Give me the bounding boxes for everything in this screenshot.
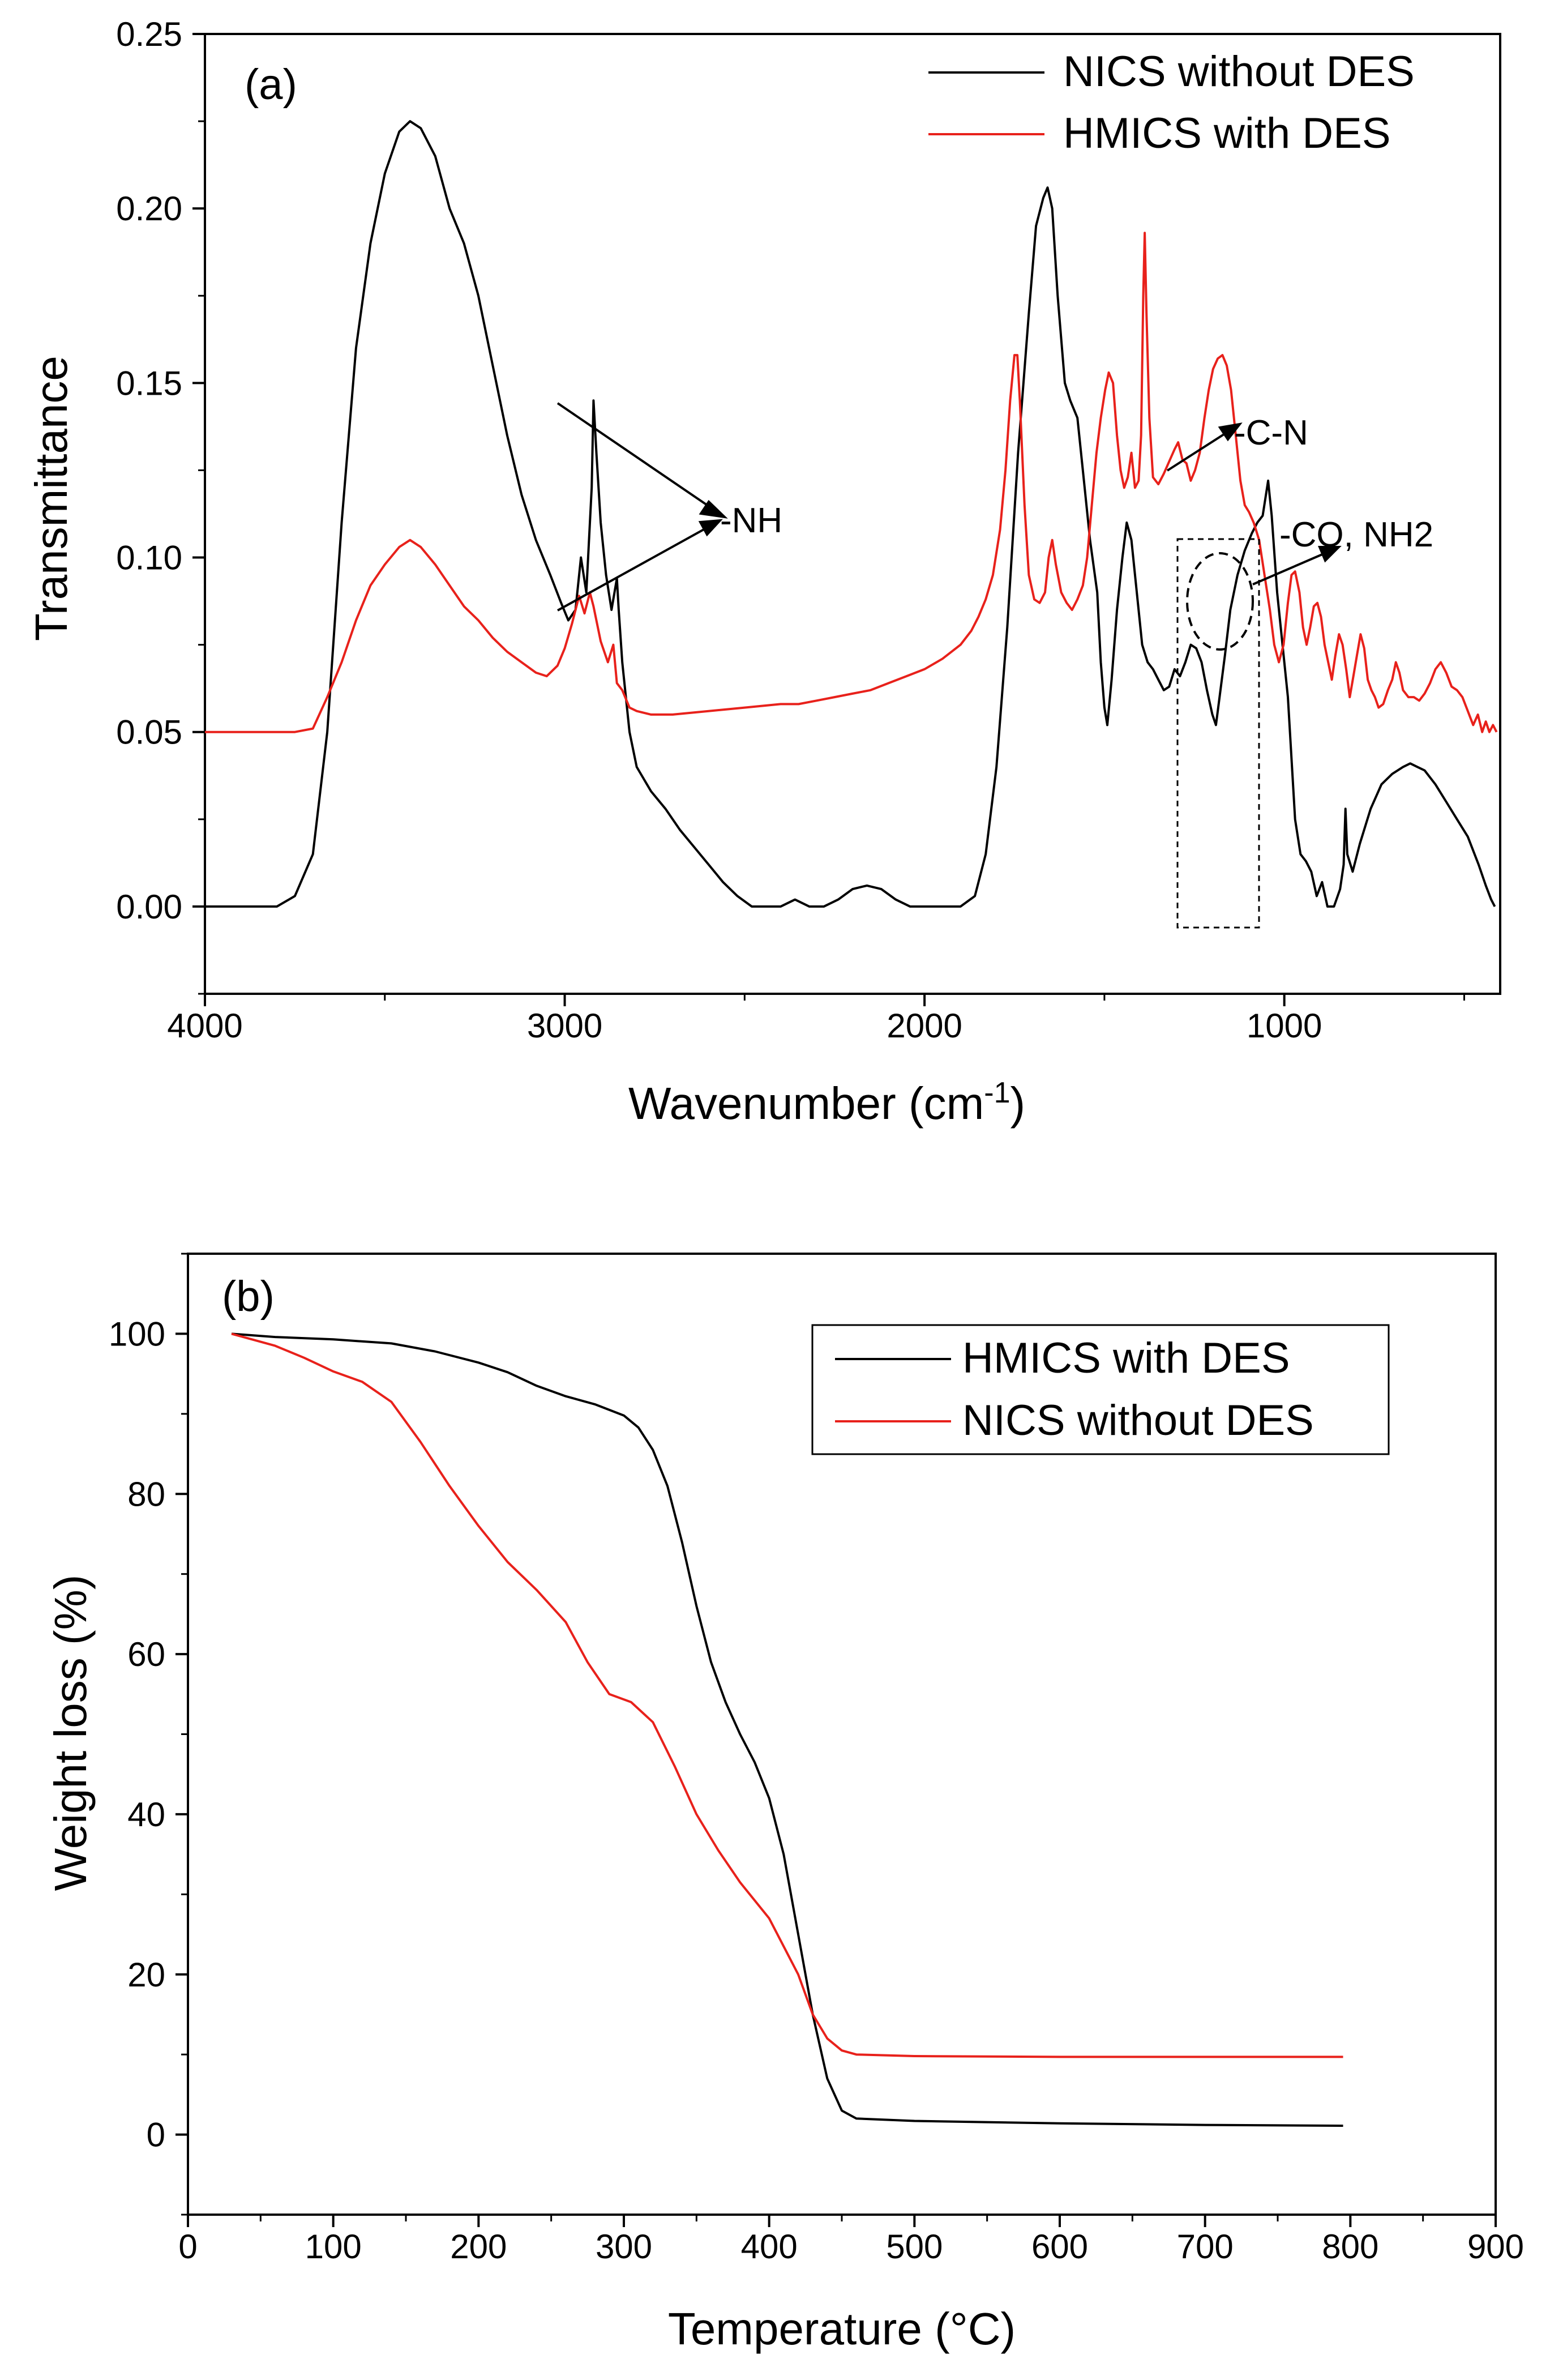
panel-b-legend: HMICS with DES NICS without DES bbox=[811, 1324, 1390, 1455]
legend-b-label-1: NICS without DES bbox=[962, 1396, 1314, 1445]
y-tick-label-b-2: 40 bbox=[127, 1796, 165, 1834]
panel-a-annotation-arrows bbox=[556, 402, 1342, 612]
co-nh2-arrowhead bbox=[1318, 546, 1342, 563]
panel-a-x-axis-title: Wavenumber (cm-1) bbox=[628, 1076, 1025, 1129]
y-tick-label-a-3: 0.15 bbox=[116, 364, 182, 402]
series-line-b-0 bbox=[231, 1332, 1343, 2127]
panel-b-x-axis-title: Temperature (°C) bbox=[668, 2304, 1016, 2354]
panel-a-highlight-circle bbox=[1186, 552, 1254, 651]
x-tick-label-b-7: 700 bbox=[1177, 2228, 1234, 2266]
cn-arrow bbox=[1166, 432, 1227, 472]
panel-a-y-tick-labels: 0.00 0.05 0.10 0.15 0.20 0.25 bbox=[116, 15, 182, 926]
panel-a-ftir-chart: 4000 3000 2000 1000 0.00 0.05 0.10 0.15 0.20 0.2… bbox=[26, 15, 1501, 1129]
x-tick-label-b-4: 400 bbox=[741, 2228, 798, 2266]
x-tick-label-b-3: 300 bbox=[596, 2228, 652, 2266]
x-tick-label-b-6: 600 bbox=[1031, 2228, 1088, 2266]
x-tick-label-a-3: 1000 bbox=[1247, 1007, 1322, 1045]
x-tick-label-b-8: 800 bbox=[1322, 2228, 1378, 2266]
cn-arrowhead bbox=[1218, 422, 1243, 442]
y-tick-label-a-1: 0.05 bbox=[116, 713, 182, 751]
series-line-a-1 bbox=[205, 232, 1498, 733]
y-tick-label-b-0: 0 bbox=[147, 2116, 165, 2154]
panel-a-x-tick-labels: 4000 3000 2000 1000 bbox=[167, 1007, 1322, 1045]
x-tick-label-b-1: 100 bbox=[305, 2228, 362, 2266]
x-tick-label-b-9: 900 bbox=[1467, 2228, 1524, 2266]
y-tick-label-a-4: 0.20 bbox=[116, 190, 182, 228]
x-tick-label-a-2: 2000 bbox=[887, 1007, 962, 1045]
nh-arrowhead-lower bbox=[698, 519, 723, 537]
y-tick-label-a-5: 0.25 bbox=[116, 15, 182, 53]
panel-a-y-axis-title: Transmittance bbox=[26, 356, 76, 641]
panel-a-highlight-box bbox=[1176, 538, 1260, 929]
panel-a-legend: NICS without DES HMICS with DES bbox=[928, 48, 1415, 157]
x-tick-label-b-0: 0 bbox=[178, 2228, 197, 2266]
panel-a-series bbox=[205, 120, 1498, 908]
panel-b-ticks bbox=[175, 1253, 1497, 2227]
panel-b-y-axis-title: Weight loss (%) bbox=[45, 1575, 96, 1891]
panel-b-label: (b) bbox=[222, 1272, 275, 1321]
panel-a-plot-frame bbox=[204, 33, 1501, 995]
legend-b-label-0: HMICS with DES bbox=[962, 1334, 1290, 1382]
series-line-b-1 bbox=[231, 1332, 1343, 2058]
nh-arrow-lower bbox=[557, 528, 705, 612]
panel-b-y-tick-labels: 0 20 40 60 80 100 bbox=[109, 1315, 165, 2153]
x-tick-label-b-5: 500 bbox=[886, 2228, 943, 2266]
x-tick-label-a-0: 4000 bbox=[167, 1007, 242, 1045]
panel-a-label: (a) bbox=[245, 61, 297, 109]
panel-b-series bbox=[231, 1332, 1343, 2127]
x-tick-label-b-2: 200 bbox=[450, 2228, 507, 2266]
y-tick-label-a-2: 0.10 bbox=[116, 539, 182, 577]
nh-arrowhead-upper bbox=[699, 499, 728, 519]
y-tick-label-b-5: 100 bbox=[109, 1315, 165, 1353]
y-tick-label-b-1: 20 bbox=[127, 1956, 165, 1994]
annotation-nh: -NH bbox=[720, 501, 782, 540]
y-tick-label-a-0: 0.00 bbox=[116, 888, 182, 926]
legend-a-label-0: NICS without DES bbox=[1063, 48, 1415, 96]
legend-a-label-1: HMICS with DES bbox=[1063, 109, 1391, 157]
panel-a-annotations: -NH -C-N -CO, NH2 bbox=[720, 413, 1433, 554]
panel-a-ticks bbox=[192, 33, 1465, 1006]
y-tick-label-b-4: 80 bbox=[127, 1475, 165, 1513]
panel-b-x-tick-labels: 0 100 200 300 400 500 600 700 800 900 bbox=[178, 2228, 1524, 2266]
legend-b-frame bbox=[811, 1324, 1390, 1455]
nh-arrow-upper bbox=[556, 402, 712, 509]
co-nh2-arrow bbox=[1252, 553, 1324, 586]
annotation-cn: -C-N bbox=[1234, 413, 1308, 452]
annotation-co-nh2: -CO, NH2 bbox=[1279, 515, 1433, 554]
y-tick-label-b-3: 60 bbox=[127, 1635, 165, 1673]
x-tick-label-a-1: 3000 bbox=[527, 1007, 602, 1045]
panel-b-tga-chart: 0 100 200 300 400 500 600 700 800 900 0 20 40 60 80 10… bbox=[45, 1253, 1524, 2354]
